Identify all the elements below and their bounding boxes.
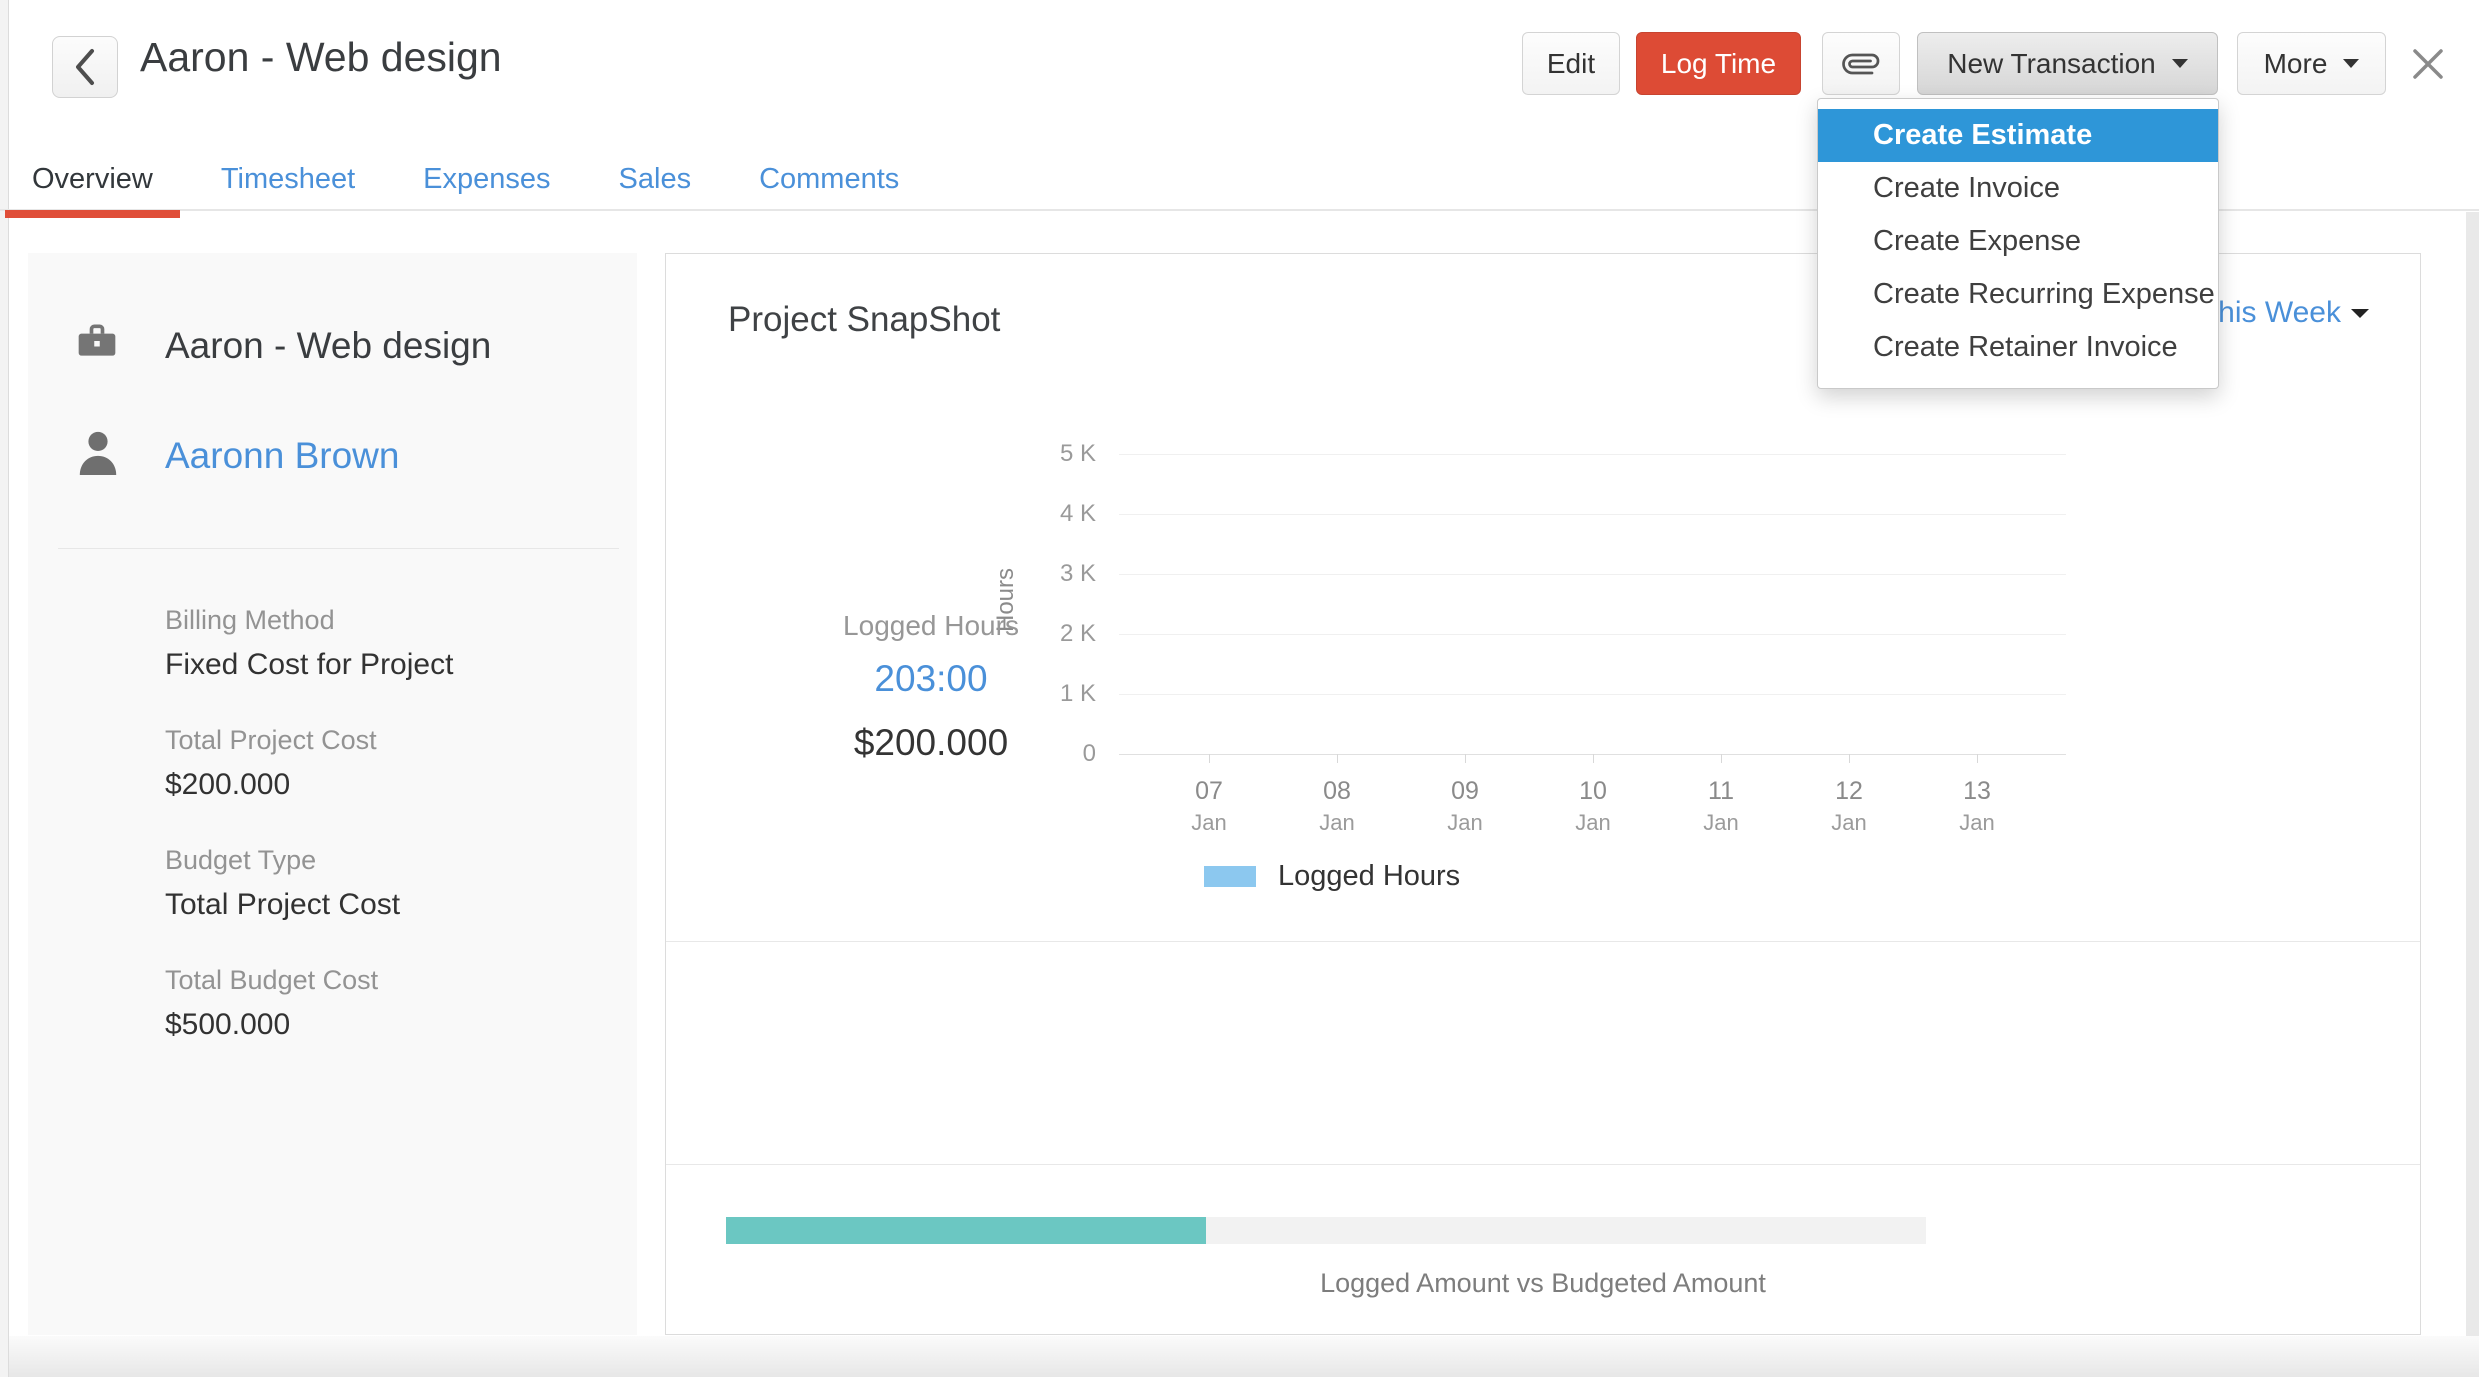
x-tick-12-jan: 12 Jan [1789,754,1909,836]
tab-timesheet[interactable]: Timesheet [220,163,356,195]
more-button[interactable]: More [2237,32,2386,95]
card-divider [666,941,2420,942]
menu-item-create-estimate[interactable]: Create Estimate [1818,109,2218,162]
chart-legend: Logged Hours [1204,860,1460,893]
caret-down-icon [2171,59,2188,68]
panel-divider [58,548,619,549]
bars-layer [1119,454,2066,754]
project-name: Aaron - Web design [165,325,492,366]
gridline [1119,454,2066,455]
chevron-left-icon [76,49,94,85]
edit-button[interactable]: Edit [1522,32,1620,95]
page-title: Aaron - Web design [140,34,502,80]
progress-fill [726,1217,1206,1244]
paperclip-icon [1842,53,1880,74]
gridline [1119,574,2066,575]
budget-progress-bar [726,1217,1926,1244]
x-tick-09-jan: 09 Jan [1405,754,1525,836]
card-divider [666,1164,2420,1165]
y-tick: 4 K [1059,500,1096,527]
y-tick: 3 K [1059,560,1096,587]
field-total-budget-cost: Total Budget Cost $500.000 [165,965,379,1041]
summary-label: Logged Hours [843,610,1019,641]
briefcase-icon [75,319,119,368]
legend-swatch-logged-hours [1204,866,1256,887]
field-budget-type: Budget Type Total Project Cost [165,845,401,921]
back-button[interactable] [52,36,118,98]
gridline [1119,634,2066,635]
project-info-panel: Aaron - Web design Aaronn Brown Billing … [28,253,637,1335]
y-tick: 1 K [1059,680,1096,707]
y-tick: 2 K [1059,620,1096,647]
menu-item-create-expense[interactable]: Create Expense [1873,225,2081,257]
logged-hours-summary: Logged Hours 203:00 $200.000 [721,610,1141,764]
gridline [1119,514,2066,515]
x-tick-13-jan: 13 Jan [1917,754,2037,836]
new-transaction-button[interactable]: New Transaction [1917,32,2218,95]
menu-item-create-retainer-invoice[interactable]: Create Retainer Invoice [1873,331,2178,363]
new-transaction-menu: Create Estimate Create Invoice Create Ex… [1817,98,2219,389]
period-selector[interactable]: This Week [2200,296,2369,330]
person-icon [75,427,121,482]
customer-link[interactable]: Aaronn Brown [165,435,400,476]
tab-expenses[interactable]: Expenses [423,163,551,195]
scrollbar-track[interactable] [2466,212,2479,1377]
y-tick: 0 [1082,740,1096,767]
tab-sales[interactable]: Sales [618,163,692,195]
logged-amount: $200.000 [853,722,1009,763]
y-tick: 5 K [1059,440,1096,467]
close-button[interactable] [2406,42,2450,86]
caret-down-icon [2343,59,2360,68]
chart-plot-area [1119,454,2066,755]
legend-label: Logged Hours [1278,860,1461,892]
tab-bar: Overview Timesheet Expenses Sales Commen… [0,157,2479,218]
x-tick-08-jan: 08 Jan [1277,754,1397,836]
field-total-project-cost: Total Project Cost $200.000 [165,725,377,801]
gridline [1119,694,2066,695]
project-snapshot-card: Project SnapShot This Week Hours 5 K 4 K… [665,253,2421,1335]
caret-down-icon [2351,308,2369,318]
x-tick-07-jan: 07 Jan [1149,754,1269,836]
x-tick-11-jan: 11 Jan [1661,754,1781,836]
progress-caption: Logged Amount vs Budgeted Amount [1320,1268,1766,1298]
page-left-edge [0,0,9,1377]
x-tick-10-jan: 10 Jan [1533,754,1653,836]
menu-item-create-invoice[interactable]: Create Invoice [1873,172,2060,204]
bottom-fade [9,1336,2479,1377]
close-icon [2413,49,2443,79]
menu-item-create-recurring-expense[interactable]: Create Recurring Expense [1873,278,2215,310]
tab-comments[interactable]: Comments [759,163,900,195]
snapshot-title: Project SnapShot [728,300,1001,339]
field-billing-method: Billing Method Fixed Cost for Project [165,605,454,681]
logged-hours-link[interactable]: 203:00 [874,658,988,699]
tab-overview[interactable]: Overview [5,157,180,218]
attachment-button[interactable] [1822,32,1900,95]
log-time-button[interactable]: Log Time [1636,32,1801,95]
